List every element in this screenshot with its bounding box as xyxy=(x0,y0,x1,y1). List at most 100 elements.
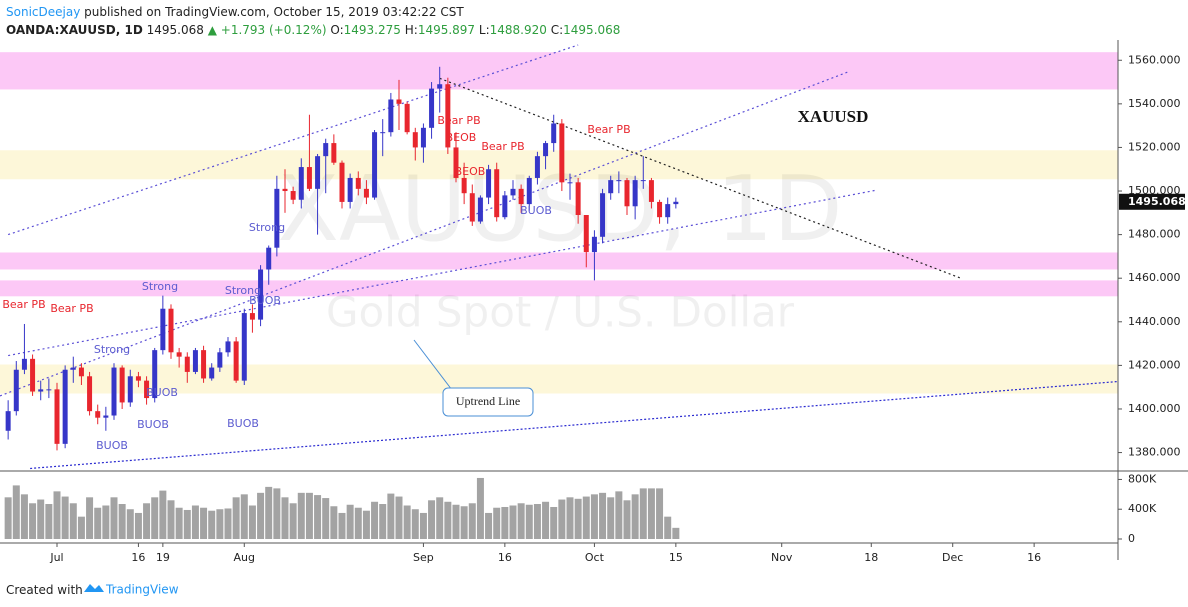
volume-bar xyxy=(240,494,248,539)
x-tick-label: 18 xyxy=(864,551,878,564)
volume-bar xyxy=(281,497,289,539)
candle-body xyxy=(502,195,508,218)
volume-bar xyxy=(265,486,273,539)
candle-body xyxy=(534,156,540,178)
candle-body xyxy=(62,369,68,444)
volume-bar xyxy=(273,488,281,539)
created: Created with xyxy=(6,583,83,597)
candle-body xyxy=(21,358,27,370)
candle-body xyxy=(445,84,451,148)
volume-bar xyxy=(232,497,240,539)
volume-bar xyxy=(452,504,460,539)
annotation: BEOB xyxy=(446,131,477,144)
y-tick-label: 1540.000 xyxy=(1128,97,1181,110)
o-label: O: xyxy=(330,23,343,37)
callout-box xyxy=(442,387,534,417)
y-tick-label: 1420.000 xyxy=(1128,358,1181,371)
x-tick-label: 16 xyxy=(498,551,512,564)
candle-body xyxy=(673,201,679,205)
y2-tick-label: 400K xyxy=(1128,502,1157,515)
volume-bar xyxy=(77,516,85,539)
trend-line xyxy=(7,44,579,236)
volume-bar xyxy=(159,490,167,539)
x-tick-label: 15 xyxy=(669,551,683,564)
callout: Uptrend Line xyxy=(456,394,520,408)
candle-body xyxy=(429,88,435,128)
y2-tick-label: 800K xyxy=(1128,472,1157,485)
candle-body xyxy=(95,411,101,418)
candle-body xyxy=(119,367,125,403)
volume-bar xyxy=(29,503,37,539)
volume-bar xyxy=(607,497,615,539)
candle-body xyxy=(453,147,459,178)
annotation: BUOB xyxy=(96,439,128,452)
annotation: BEOB xyxy=(455,165,486,178)
volume-bar xyxy=(542,501,550,539)
volume-bar xyxy=(12,485,20,539)
logo xyxy=(84,584,104,592)
volume-bar xyxy=(53,491,61,539)
volume-bar xyxy=(371,501,379,539)
author[interactable]: SonicDeejay xyxy=(6,5,80,19)
annotation: Bear PB xyxy=(587,123,630,136)
volume-bar xyxy=(509,505,517,539)
volume-bar xyxy=(330,506,338,539)
h-label: H: xyxy=(405,23,418,37)
volume-bar xyxy=(476,477,484,539)
candle-body xyxy=(640,180,646,182)
symbol: OANDA:XAUUSD, 1D xyxy=(6,23,143,37)
x-tick-label: Dec xyxy=(942,551,963,564)
candle-body xyxy=(233,341,239,381)
volume-bar xyxy=(61,496,69,539)
volume-bar xyxy=(69,503,77,539)
volume-bar xyxy=(183,509,191,539)
candle-body xyxy=(176,352,182,357)
x-tick-label: 16 xyxy=(1027,551,1041,564)
y-tick-label: 1480.000 xyxy=(1128,228,1181,241)
volume-bar xyxy=(387,493,395,539)
candle-body xyxy=(372,132,378,198)
last-price-label: 1495.068 xyxy=(1128,195,1186,208)
volume-bar xyxy=(460,506,468,539)
candle-body xyxy=(13,369,19,412)
volume-bar xyxy=(248,505,256,539)
o: 1493.275 xyxy=(344,23,401,37)
volume-bar xyxy=(485,512,493,539)
volume-bar xyxy=(672,527,680,539)
volume-bar xyxy=(590,494,598,539)
trend-line xyxy=(8,189,876,357)
trend-line xyxy=(30,380,1119,470)
candle-body xyxy=(518,188,524,205)
candle-body xyxy=(290,191,296,200)
volume-bar xyxy=(574,498,582,539)
candle-body xyxy=(217,352,223,368)
ohlc-line: OANDA:XAUUSD, 1D 1495.068 ▲ +1.793 (+0.1… xyxy=(6,23,620,37)
x-tick-label: Aug xyxy=(234,551,255,564)
candle-body xyxy=(486,169,492,198)
volume-bar xyxy=(656,488,664,539)
annotation: BUOB xyxy=(520,204,552,217)
candle-body xyxy=(46,389,52,391)
annotation: Strong xyxy=(94,343,130,356)
brand[interactable]: TradingView xyxy=(105,583,179,597)
annotation: BUOB xyxy=(137,418,169,431)
last-price-tag xyxy=(1119,193,1185,210)
annotation: Bear PB xyxy=(481,140,524,153)
volume-bar xyxy=(297,492,305,539)
candle-body xyxy=(632,180,638,207)
candle-body xyxy=(306,167,312,189)
candle-body xyxy=(600,193,606,237)
candle-body xyxy=(648,180,654,202)
x-tick-label: Oct xyxy=(585,551,605,564)
candle-body xyxy=(420,127,426,148)
candle-body xyxy=(298,167,304,200)
watermark-subtitle: Gold Spot / U.S. Dollar xyxy=(326,288,795,337)
volume-bar xyxy=(444,501,452,539)
volume-bar xyxy=(533,504,541,539)
candle-body xyxy=(437,84,443,89)
y2-tick-label: 0 xyxy=(1128,532,1135,545)
volume-bar xyxy=(647,488,655,539)
volume-bar xyxy=(623,500,631,539)
volume-bar xyxy=(94,507,102,539)
candle-body xyxy=(135,376,141,381)
